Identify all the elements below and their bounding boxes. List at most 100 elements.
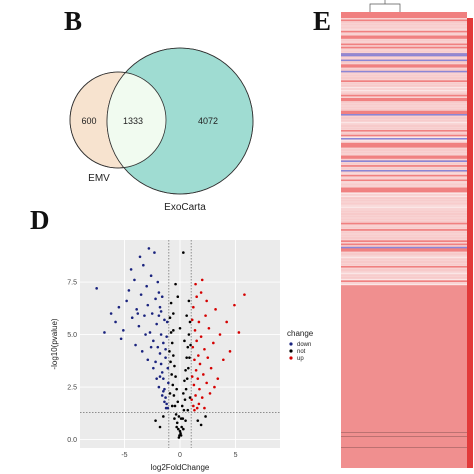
point-up <box>190 375 194 378</box>
heatmap-row <box>341 51 467 54</box>
heatmap-row <box>341 102 467 105</box>
point-down <box>130 316 134 320</box>
point-down <box>162 341 165 345</box>
heatmap-row <box>341 261 467 263</box>
heatmap-row <box>341 77 467 79</box>
point-not <box>179 431 182 435</box>
point-not <box>177 436 181 439</box>
heatmap-row <box>341 27 467 30</box>
point-up <box>200 396 204 399</box>
heatmap-row <box>341 72 467 74</box>
heatmap-row <box>341 447 467 448</box>
point-not <box>176 295 180 299</box>
point-not <box>174 282 177 286</box>
point-down <box>114 320 117 324</box>
point-down <box>156 345 160 349</box>
heatmap-row <box>341 165 467 167</box>
point-up <box>200 278 204 282</box>
point-not <box>175 421 179 425</box>
heatmap-row <box>341 146 467 148</box>
point-down <box>122 329 125 332</box>
heatmap-row <box>341 86 467 89</box>
point-up <box>193 408 196 412</box>
point-not <box>169 331 173 334</box>
panel-letter-b: B <box>64 6 83 36</box>
point-up <box>192 383 196 387</box>
heatmap-dendrogram <box>369 0 401 12</box>
point-not <box>174 413 178 416</box>
heatmap-row <box>341 78 467 81</box>
heatmap-row <box>341 197 467 199</box>
point-not <box>179 434 183 437</box>
point-up <box>190 398 193 401</box>
heatmap-row <box>341 237 467 239</box>
point-down <box>157 291 161 294</box>
point-up <box>205 299 208 303</box>
point-up <box>204 314 207 317</box>
heatmap-row <box>341 213 467 215</box>
heatmap-row <box>341 29 467 31</box>
x-axis-title: log2FoldChange <box>151 463 210 472</box>
point-down <box>163 387 166 391</box>
heatmap-row <box>341 130 467 132</box>
point-up <box>192 305 195 309</box>
heatmap-row <box>341 246 467 249</box>
point-not <box>182 251 185 254</box>
point-down <box>154 360 157 364</box>
heatmap-row <box>341 93 467 95</box>
heatmap-row <box>341 80 467 82</box>
heatmap-row <box>341 83 467 86</box>
point-down <box>165 402 168 406</box>
heatmap-row <box>341 238 467 241</box>
heatmap-row <box>341 234 467 236</box>
y-tick-label: 7.5 <box>67 280 77 287</box>
point-not <box>177 427 180 431</box>
heatmap-row <box>341 131 467 134</box>
point-not <box>168 350 171 353</box>
point-down <box>147 247 151 250</box>
heatmap-row <box>341 275 467 278</box>
point-up <box>196 377 200 380</box>
point-not <box>187 366 190 370</box>
heatmap-row <box>341 189 467 191</box>
point-down <box>160 295 164 299</box>
point-up <box>237 331 241 334</box>
point-up <box>199 291 203 294</box>
heatmap-row <box>341 157 467 159</box>
point-not <box>172 394 176 397</box>
heatmap-row <box>341 190 467 193</box>
point-down <box>149 274 153 278</box>
legend-key-up <box>289 356 293 360</box>
point-not <box>186 408 190 412</box>
legend: change down not up <box>287 329 314 362</box>
heatmap-row <box>341 64 467 66</box>
point-up <box>233 303 236 307</box>
point-up <box>197 320 201 324</box>
heatmap-row <box>341 186 467 188</box>
venn-overlap <box>107 72 166 168</box>
point-up <box>207 326 211 330</box>
heatmap-row <box>341 61 467 63</box>
point-down <box>133 278 136 282</box>
heatmap-row <box>341 21 467 23</box>
point-not <box>183 398 187 401</box>
point-down <box>140 350 144 353</box>
heatmap-row <box>341 98 467 100</box>
point-not <box>168 316 172 320</box>
point-not <box>188 356 191 359</box>
point-down <box>117 305 121 309</box>
heatmap-row <box>341 198 467 201</box>
heatmap-row <box>341 243 467 246</box>
heatmap-row <box>341 91 467 94</box>
heatmap-row <box>341 178 467 180</box>
heatmap-row <box>341 26 467 28</box>
heatmap-row <box>341 240 467 242</box>
heatmap-row <box>341 99 467 102</box>
heatmap-row <box>341 203 467 206</box>
point-down <box>109 312 113 315</box>
point-down <box>158 305 162 309</box>
heatmap-row <box>341 251 467 254</box>
heatmap-row <box>341 206 467 209</box>
legend-label-down: down <box>297 342 311 348</box>
point-not <box>176 400 180 404</box>
